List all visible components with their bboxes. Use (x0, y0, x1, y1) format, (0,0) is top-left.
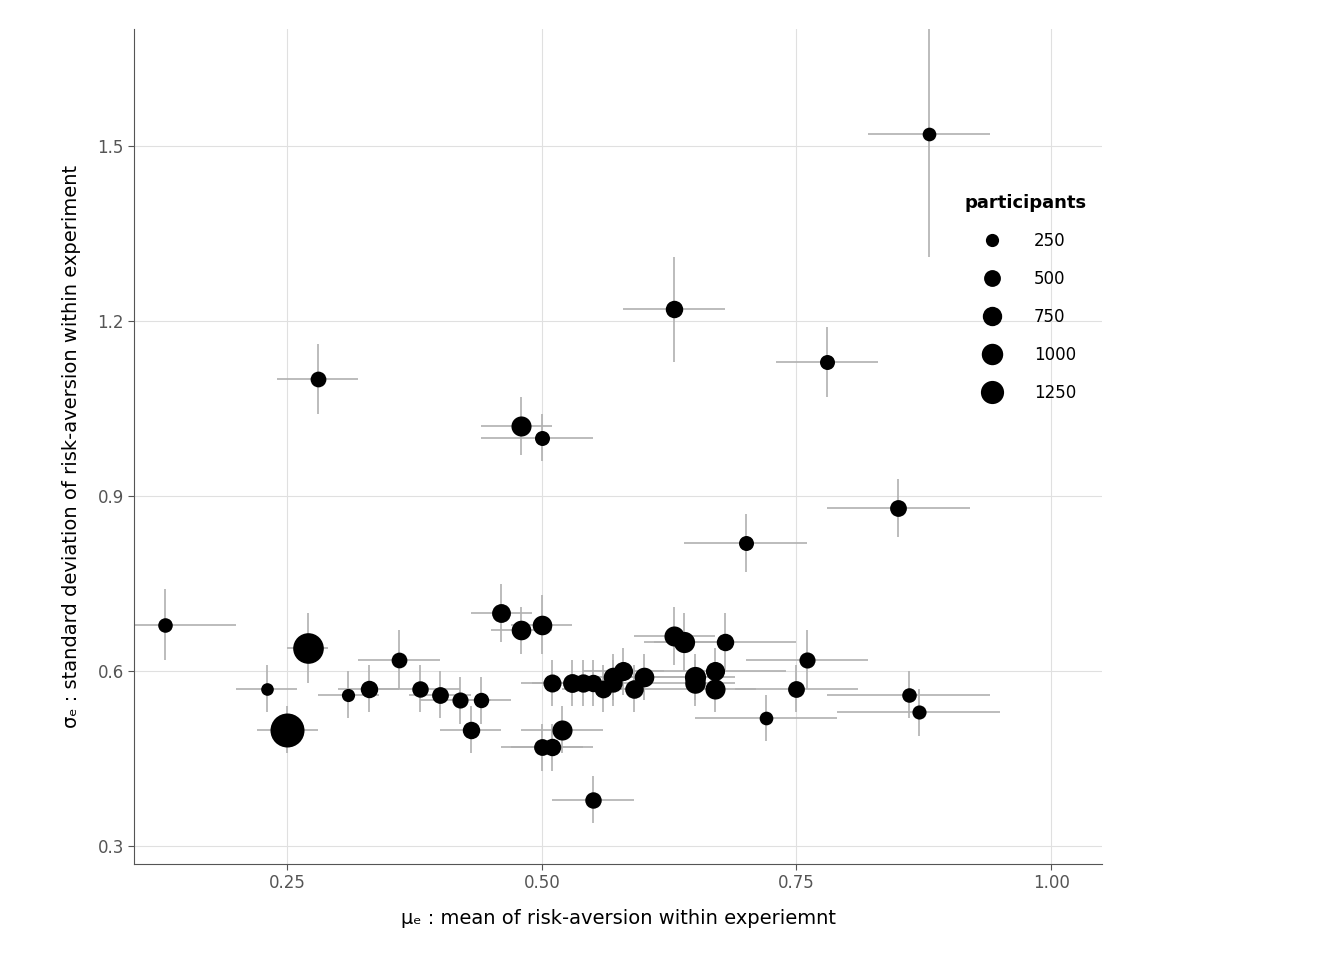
X-axis label: μₑ : mean of risk-aversion within experiemnt: μₑ : mean of risk-aversion within experi… (401, 909, 836, 928)
Point (593, 681, 614, 696)
Point (297, 640, 319, 656)
Point (358, 681, 379, 696)
Point (918, 127, 939, 142)
Point (602, 669, 624, 684)
Point (531, 430, 552, 445)
Point (277, 722, 298, 737)
Point (450, 693, 472, 708)
Point (562, 675, 583, 690)
Legend: 250, 500, 750, 1000, 1250: 250, 500, 750, 1000, 1250 (958, 187, 1094, 409)
Point (531, 617, 552, 633)
Point (622, 681, 644, 696)
Point (786, 681, 808, 696)
Point (571, 675, 593, 690)
Y-axis label: σₑ : standard deviation of risk-aversion within experiment: σₑ : standard deviation of risk-aversion… (62, 165, 81, 728)
Point (429, 687, 450, 703)
Point (388, 652, 410, 667)
Point (755, 710, 777, 726)
Point (684, 669, 706, 684)
Point (796, 652, 817, 667)
Point (257, 681, 278, 696)
Point (511, 623, 532, 638)
Point (306, 372, 328, 387)
Point (664, 301, 685, 317)
Point (715, 635, 737, 650)
Point (582, 792, 603, 807)
Point (613, 663, 634, 679)
Point (664, 629, 685, 644)
Point (909, 705, 930, 720)
Point (470, 693, 492, 708)
Point (409, 681, 430, 696)
Point (602, 675, 624, 690)
Point (684, 675, 706, 690)
Point (704, 681, 726, 696)
Point (816, 354, 837, 370)
Point (673, 635, 695, 650)
Point (704, 663, 726, 679)
Point (551, 722, 573, 737)
Point (898, 687, 919, 703)
Point (633, 669, 655, 684)
Point (337, 687, 359, 703)
Point (887, 500, 909, 516)
Point (491, 605, 512, 620)
Point (582, 675, 603, 690)
Point (542, 739, 563, 755)
Point (460, 722, 481, 737)
Point (542, 675, 563, 690)
Point (511, 419, 532, 434)
Point (155, 617, 176, 633)
Point (531, 739, 552, 755)
Point (735, 535, 757, 550)
